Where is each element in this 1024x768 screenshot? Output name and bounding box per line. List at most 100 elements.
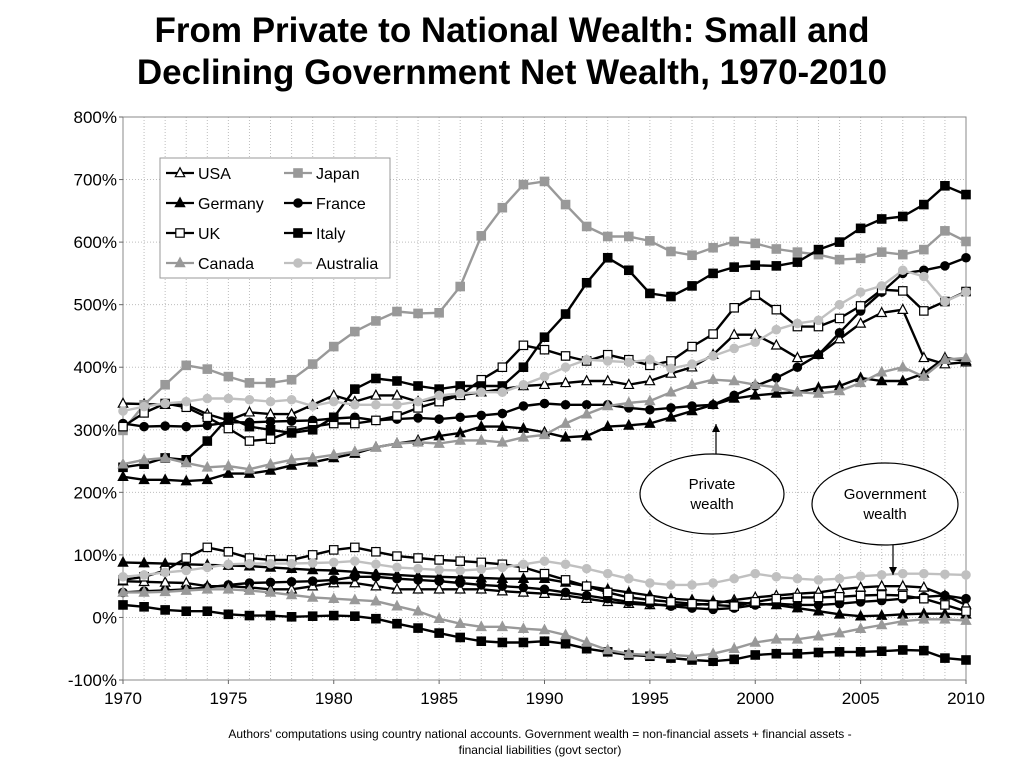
series-canada-government <box>117 582 972 661</box>
point-canada-government <box>791 632 804 644</box>
point-canada-government <box>918 612 930 624</box>
point-usa-government <box>454 582 466 594</box>
point-usa-private <box>876 306 888 318</box>
y-tick-label: 400% <box>74 358 117 377</box>
point-italy-private <box>834 237 845 247</box>
point-japan-private <box>581 221 592 232</box>
point-italy-government <box>350 611 360 621</box>
point-italy-government <box>328 610 339 621</box>
point-usa-government <box>349 576 361 588</box>
point-canada-private <box>264 457 277 469</box>
point-japan-private <box>687 250 697 261</box>
point-canada-government <box>496 620 509 632</box>
point-uk-government <box>876 590 887 600</box>
point-usa-private <box>833 332 846 344</box>
point-australia-private <box>602 356 613 366</box>
legend-swatch-marker <box>293 168 303 178</box>
point-australia-private <box>855 287 866 297</box>
point-australia-government <box>750 568 761 579</box>
point-uk-government <box>919 593 929 604</box>
point-uk-private <box>729 302 739 313</box>
point-australia-private <box>371 399 381 410</box>
point-canada-government <box>412 604 424 616</box>
point-japan-private <box>371 316 381 326</box>
point-japan-private <box>328 341 339 352</box>
point-uk-private <box>539 344 550 355</box>
point-france-private <box>813 349 824 360</box>
point-canada-government <box>433 612 445 623</box>
point-italy-government <box>286 612 297 622</box>
point-canada-government <box>686 649 698 661</box>
point-uk-private <box>518 340 529 351</box>
legend-label: France <box>316 196 366 213</box>
point-japan-private <box>392 306 402 317</box>
point-italy-private <box>855 223 866 234</box>
point-germany-government <box>812 604 825 616</box>
point-japan-private <box>413 308 423 319</box>
point-australia-government <box>623 573 634 584</box>
point-australia-private <box>181 396 192 407</box>
point-japan-private <box>244 378 255 388</box>
point-australia-government <box>413 563 423 574</box>
point-canada-private <box>918 370 930 381</box>
point-usa-private <box>602 374 614 386</box>
point-france-private <box>560 399 571 410</box>
point-uk-government <box>771 593 782 604</box>
point-japan-private <box>750 238 761 249</box>
point-canada-government <box>939 612 951 624</box>
point-canada-government <box>138 585 150 597</box>
point-germany-private <box>222 467 235 478</box>
point-canada-government <box>728 642 740 654</box>
point-australia-private <box>539 371 550 382</box>
point-canada-private <box>138 453 150 465</box>
point-italy-government <box>750 650 761 660</box>
point-canada-private <box>159 451 171 463</box>
point-japan-private <box>455 281 465 292</box>
point-australia-government <box>855 571 866 581</box>
point-france-government <box>307 576 318 586</box>
point-canada-government <box>285 588 298 600</box>
point-canada-private <box>180 456 192 468</box>
point-canada-private <box>538 428 551 440</box>
point-canada-government <box>707 647 719 659</box>
point-canada-private <box>665 385 677 397</box>
point-canada-government <box>306 590 319 602</box>
point-italy-private <box>265 424 276 435</box>
legend: USA Japan Germany France UK Italy Canada Austra… <box>159 157 391 279</box>
point-canada-government <box>580 635 593 647</box>
point-japan-private <box>834 254 845 265</box>
point-uk-government <box>181 553 192 563</box>
point-canada-private <box>623 396 635 408</box>
point-australia-government <box>181 565 192 576</box>
point-uk-government <box>623 592 634 603</box>
point-uk-private <box>265 434 276 444</box>
point-canada-government <box>602 643 614 655</box>
point-japan-private <box>876 247 887 257</box>
point-italy-private <box>602 252 613 263</box>
point-canada-private <box>201 460 213 472</box>
point-italy-private <box>645 288 655 299</box>
point-germany-private <box>770 387 783 398</box>
point-japan-private <box>497 202 508 213</box>
point-japan-private <box>223 371 234 382</box>
point-usa-private <box>791 351 804 363</box>
legend-entry-japan: Japan <box>284 166 360 183</box>
point-italy-government <box>940 653 950 663</box>
point-japan-private <box>181 360 192 371</box>
point-australia-private <box>919 271 929 282</box>
point-italy-private <box>940 181 950 191</box>
footnote-line-2: financial liabilities (govt sector) <box>458 743 622 757</box>
y-tick-label: 700% <box>74 171 117 190</box>
point-uk-government <box>371 546 381 557</box>
point-usa-government <box>918 580 930 592</box>
point-germany-private <box>602 420 614 431</box>
point-france-private <box>265 416 276 427</box>
point-uk-government <box>455 556 465 566</box>
point-italy-private <box>223 412 234 423</box>
point-italy-government <box>855 647 866 657</box>
series-australia-private <box>118 265 971 416</box>
point-australia-private <box>286 394 297 405</box>
point-usa-private <box>644 374 656 386</box>
point-australia-private <box>961 287 971 297</box>
point-uk-private <box>771 304 782 315</box>
